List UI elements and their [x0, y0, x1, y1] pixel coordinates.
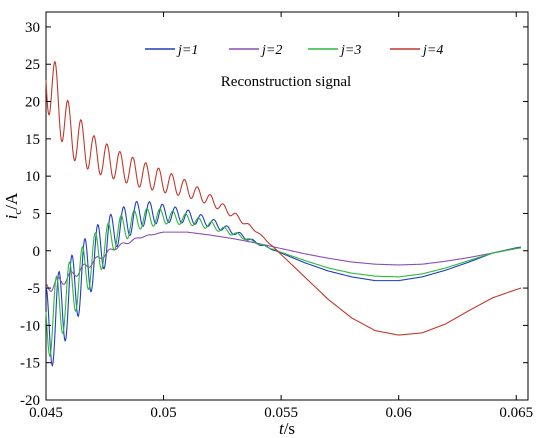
series-line-1	[45, 200, 522, 367]
x-axis-ticks: 0.045 0.05 0.055 0.06 0.065	[29, 12, 533, 421]
x-tick-label: 0.05	[150, 405, 176, 421]
y-axis-label-unit: /A	[2, 192, 21, 210]
y-tick-label: -5	[28, 281, 41, 297]
y-tick-label: -20	[20, 393, 40, 409]
plot-frame	[45, 11, 529, 401]
legend-label-1: j=1	[176, 43, 198, 58]
x-axis-label-main: t	[279, 419, 285, 438]
legend-label-2: j=2	[260, 43, 282, 58]
legend-label-3: j=3	[339, 43, 361, 58]
series-layer	[45, 60, 522, 367]
y-tick-label: 15	[25, 132, 40, 148]
series-line-3	[45, 207, 522, 358]
y-axis-label: ic/A	[2, 192, 24, 219]
y-tick-label: 0	[33, 244, 41, 260]
x-tick-label: 0.045	[29, 405, 63, 421]
y-tick-label: -10	[20, 318, 40, 334]
y-tick-label: 10	[25, 169, 40, 185]
x-tick-label: 0.065	[499, 405, 533, 421]
legend: j=1 j=2 j=3 j=4	[145, 43, 443, 58]
x-axis-label: t/s	[279, 419, 295, 438]
x-tick-label: 0.055	[264, 405, 298, 421]
y-axis-ticks: -20 -15 -10 -5 0 5 10 15 20 25 30	[20, 20, 528, 409]
x-tick-label: 0.06	[386, 405, 413, 421]
x-axis-label-unit: /s	[284, 419, 295, 438]
legend-label-4: j=4	[421, 43, 443, 58]
series-line-4	[45, 60, 522, 336]
y-tick-label: 5	[33, 206, 41, 222]
y-tick-label: -15	[20, 356, 40, 372]
plot-area	[45, 11, 529, 401]
y-tick-label: 30	[25, 20, 40, 36]
y-tick-label: 20	[25, 95, 40, 111]
y-axis-label-sub: c	[12, 210, 24, 215]
y-tick-label: 25	[25, 57, 40, 73]
series-line-2	[45, 231, 522, 292]
annotation-reconstruction-signal: Reconstruction signal	[221, 74, 351, 90]
y-axis-label-main: i	[2, 214, 21, 219]
